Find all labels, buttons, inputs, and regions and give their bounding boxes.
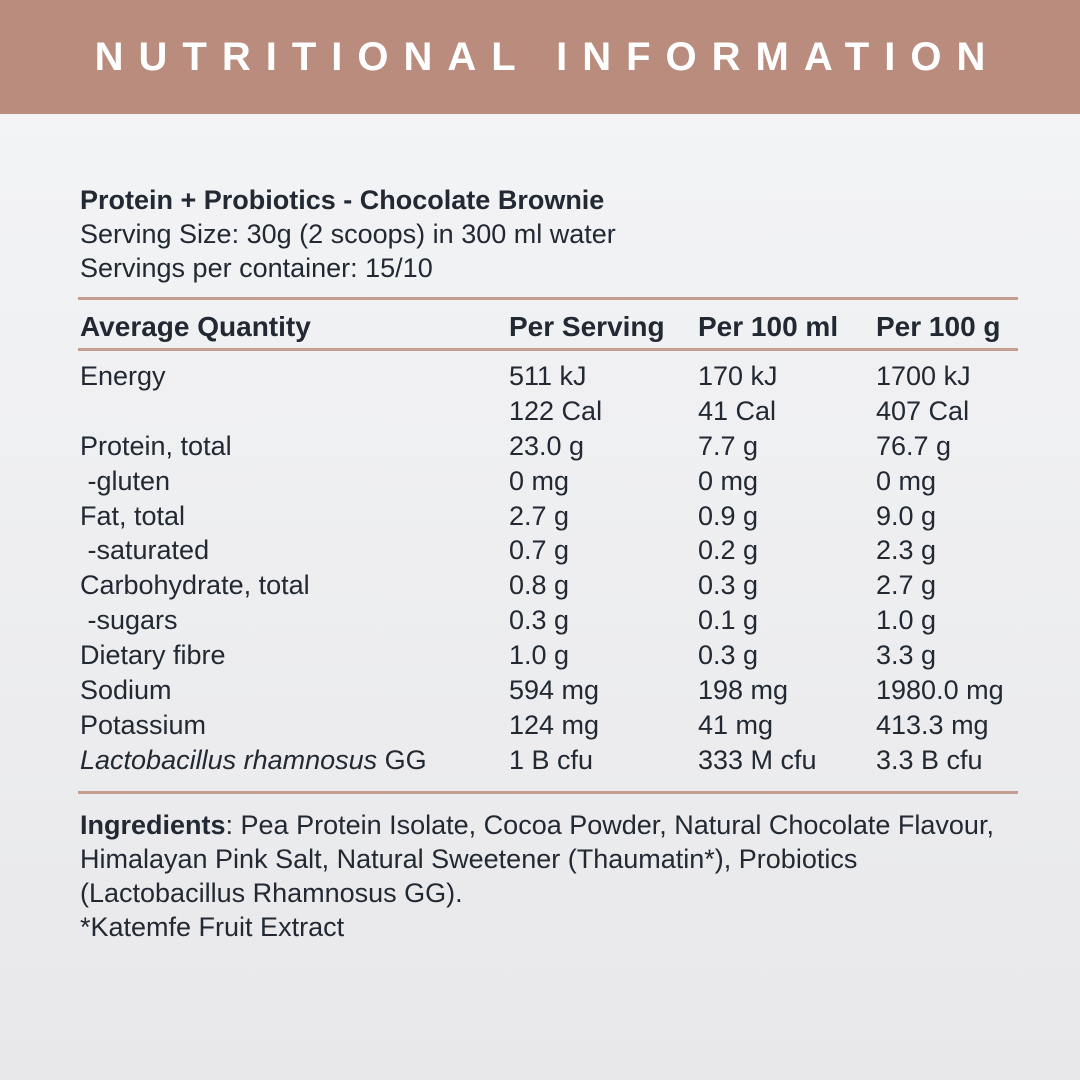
ingredients-line: *Katemfe Fruit Extract: [80, 912, 345, 942]
ingredients-line: (Lactobacillus Rhamnosus GG).: [80, 878, 463, 908]
value-per-100g: 3.3 B cfu: [876, 744, 983, 775]
value-per-100g: 0 mg: [876, 465, 937, 496]
ingredients-line: Ingredients: Pea Protein Isolate, Cocoa …: [80, 810, 994, 840]
value-per-100ml: 0.3 g: [698, 570, 759, 601]
product-summary: Protein + Probiotics - Chocolate Brownie…: [80, 183, 1020, 285]
divider-ingredients: [78, 791, 1018, 794]
value-per-serving: 124 mg: [509, 709, 600, 740]
value-per-serving: 1 B cfu: [509, 744, 594, 775]
table-row: Dietary fibre 1.0 g 0.3 g 3.3 g: [80, 638, 1020, 673]
value-per-100g: 9.0 g: [876, 500, 937, 531]
table-row: Carbohydrate, total 0.8 g 0.3 g 2.7 g: [80, 568, 1020, 603]
value-per-100ml: 0.9 g: [698, 500, 759, 531]
value-per-100g: 1.0 g: [876, 605, 937, 636]
table-row: Fat, total 2.7 g 0.9 g 9.0 g: [80, 499, 1020, 534]
value-per-100ml: 41 mg: [698, 709, 774, 740]
nutrient-label: Protein, total: [80, 430, 232, 461]
ingredients-label: Ingredients: [80, 810, 226, 840]
value-per-100g: 413.3 mg: [876, 709, 989, 740]
nutrient-label: Dietary fibre: [80, 640, 226, 671]
value-per-100ml: 333 M cfu: [698, 744, 817, 775]
nutrient-label: Sodium: [80, 675, 172, 706]
value-per-100g: 1980.0 mg: [876, 675, 1004, 706]
table-row: Lactobacillus rhamnosus GG 1 B cfu 333 M…: [80, 743, 1020, 778]
value-per-100ml: 41 Cal: [698, 395, 777, 426]
value-per-100ml: 0.1 g: [698, 605, 759, 636]
value-per-100ml: 0 mg: [698, 465, 759, 496]
value-per-serving: 1.0 g: [509, 640, 570, 671]
value-per-serving: 594 mg: [509, 675, 600, 706]
value-per-100ml: 0.3 g: [698, 640, 759, 671]
value-per-100g: 1700 kJ: [876, 361, 971, 391]
table-header-row: Average Quantity Per Serving Per 100 ml …: [80, 310, 1020, 344]
nutrient-label: Energy: [80, 361, 166, 391]
nutrient-label: Fat, total: [80, 500, 186, 531]
value-per-100ml: 0.2 g: [698, 535, 759, 566]
column-header-average-quantity: Average Quantity: [80, 311, 311, 342]
value-per-100g: 2.3 g: [876, 535, 937, 566]
value-per-100ml: 170 kJ: [698, 361, 778, 391]
value-per-serving: 0.8 g: [509, 570, 570, 601]
nutrient-label: [80, 394, 509, 429]
ingredients-line: Himalayan Pink Salt, Natural Sweetener (…: [80, 844, 858, 874]
product-name: Protein + Probiotics - Chocolate Brownie: [80, 185, 605, 215]
value-per-100g: 407 Cal: [876, 395, 970, 426]
value-per-serving: 0 mg: [509, 465, 570, 496]
table-row: -gluten 0 mg 0 mg 0 mg: [80, 464, 1020, 499]
nutrition-table-body: Energy 511 kJ 170 kJ 1700 kJ 122 Cal 41 …: [80, 359, 1020, 778]
nutrient-label: -gluten: [80, 465, 171, 496]
nutrient-label: Carbohydrate, total: [80, 570, 310, 601]
value-per-100g: 76.7 g: [876, 430, 952, 461]
divider-header: [78, 348, 1018, 351]
column-header-per-100g: Per 100 g: [876, 311, 1001, 342]
table-row: -sugars 0.3 g 0.1 g 1.0 g: [80, 603, 1020, 638]
nutritional-information-banner: NUTRITIONAL INFORMATION: [0, 0, 1080, 114]
nutrient-label: -saturated: [80, 535, 210, 566]
ingredients-section: Ingredients: Pea Protein Isolate, Cocoa …: [80, 808, 1040, 944]
nutrient-label: -sugars: [80, 605, 178, 636]
column-header-per-100ml: Per 100 ml: [698, 311, 839, 342]
table-row: Sodium 594 mg 198 mg 1980.0 mg: [80, 673, 1020, 708]
serving-size: Serving Size: 30g (2 scoops) in 300 ml w…: [80, 219, 616, 249]
table-row: 122 Cal 41 Cal 407 Cal: [80, 394, 1020, 429]
value-per-serving: 0.7 g: [509, 535, 570, 566]
value-per-100g: 3.3 g: [876, 640, 937, 671]
value-per-serving: 511 kJ: [509, 361, 587, 391]
value-per-100g: 2.7 g: [876, 570, 937, 601]
value-per-serving: 23.0 g: [509, 430, 585, 461]
table-row: Protein, total 23.0 g 7.7 g 76.7 g: [80, 429, 1020, 464]
nutrient-label: Potassium: [80, 709, 207, 740]
divider-top: [78, 297, 1018, 300]
value-per-serving: 2.7 g: [509, 500, 570, 531]
nutrient-label: Lactobacillus rhamnosus GG: [80, 744, 427, 775]
banner-title: NUTRITIONAL INFORMATION: [94, 34, 1001, 79]
table-row: Energy 511 kJ 170 kJ 1700 kJ: [80, 359, 1020, 394]
table-row: -saturated 0.7 g 0.2 g 2.3 g: [80, 533, 1020, 568]
value-per-100ml: 198 mg: [698, 675, 789, 706]
servings-per-container: Servings per container: 15/10: [80, 253, 433, 283]
value-per-serving: 122 Cal: [509, 395, 603, 426]
value-per-serving: 0.3 g: [509, 605, 570, 636]
table-row: Potassium 124 mg 41 mg 413.3 mg: [80, 708, 1020, 743]
value-per-100ml: 7.7 g: [698, 430, 759, 461]
column-header-per-serving: Per Serving: [509, 311, 665, 342]
nutrient-label-italic: Lactobacillus rhamnosus: [80, 744, 378, 775]
